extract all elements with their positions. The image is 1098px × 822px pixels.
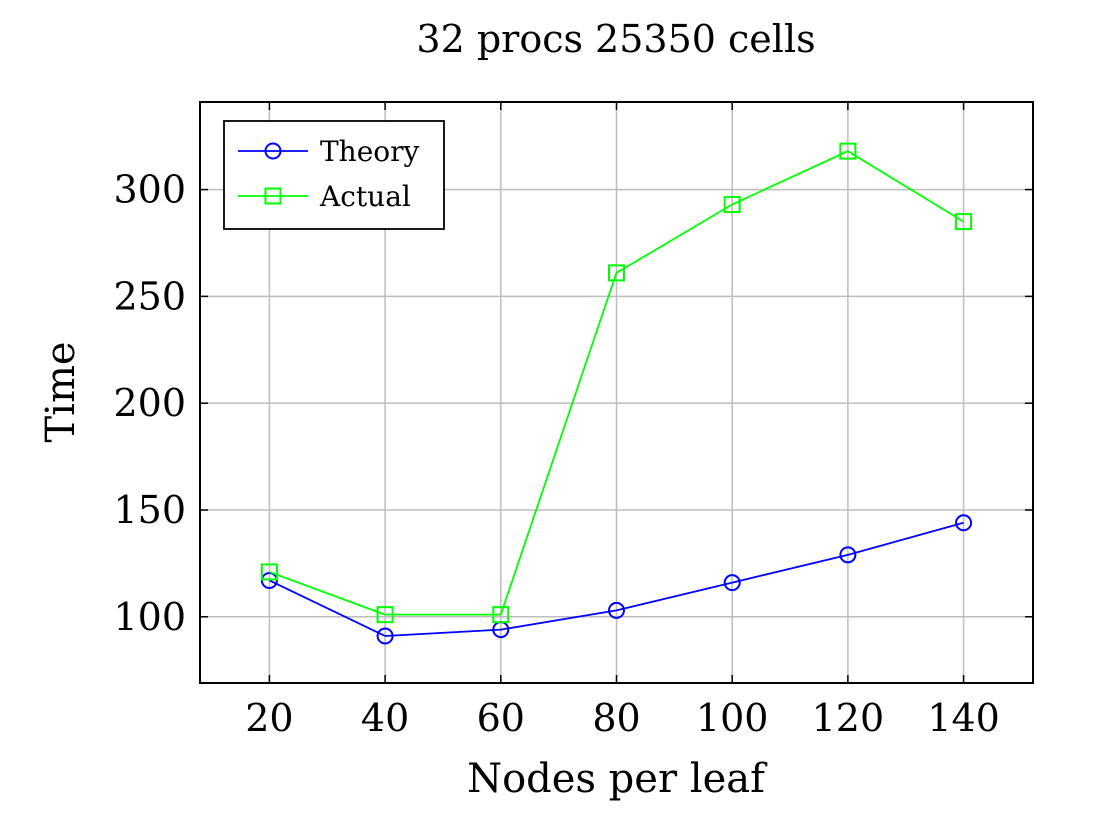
data-point-actual bbox=[723, 196, 741, 214]
series-line-actual bbox=[269, 150, 965, 616]
series-actual bbox=[260, 142, 973, 624]
data-point-theory bbox=[376, 627, 394, 645]
x-tick-label: 100 bbox=[696, 696, 769, 740]
data-point-theory bbox=[955, 514, 973, 532]
x-tick-label: 20 bbox=[245, 696, 293, 740]
legend-label: Actual bbox=[319, 180, 411, 213]
legend-item-actual: Actual bbox=[238, 180, 411, 213]
y-tick-label: 100 bbox=[113, 595, 186, 639]
data-point-actual bbox=[376, 606, 394, 624]
series-line-theory bbox=[269, 521, 964, 637]
data-point-actual bbox=[955, 213, 973, 231]
tick-layer: 20 40 60 80 100 120 140 100 150 200 250 300 bbox=[113, 102, 1033, 740]
data-point-theory bbox=[839, 546, 857, 564]
x-tick-label: 40 bbox=[361, 696, 409, 740]
legend-label: Theory bbox=[320, 135, 420, 168]
legend-box bbox=[223, 120, 445, 230]
legend: Theory Actual bbox=[223, 120, 445, 230]
legend-marker bbox=[264, 187, 282, 205]
x-tick-label: 60 bbox=[477, 696, 525, 740]
data-point-theory bbox=[492, 621, 510, 639]
data-point-actual bbox=[492, 606, 510, 624]
legend-item-theory: Theory bbox=[238, 135, 420, 168]
x-tick-label: 120 bbox=[812, 696, 885, 740]
y-axis-label: Time bbox=[38, 341, 84, 442]
data-point-theory bbox=[723, 574, 741, 592]
y-tick-label: 250 bbox=[113, 274, 186, 318]
y-tick-label: 300 bbox=[113, 168, 186, 212]
x-tick-label: 80 bbox=[592, 696, 640, 740]
legend-marker bbox=[264, 142, 282, 160]
chart-title: 32 procs 25350 cells bbox=[416, 17, 815, 61]
series-layer bbox=[260, 142, 973, 645]
data-point-actual bbox=[608, 264, 625, 282]
data-point-actual bbox=[260, 563, 278, 581]
data-point-actual bbox=[839, 142, 857, 160]
y-tick-label: 200 bbox=[113, 381, 186, 425]
x-axis-label: Nodes per leaf bbox=[467, 756, 768, 802]
data-point-theory bbox=[260, 571, 278, 589]
data-point-theory bbox=[608, 601, 625, 619]
x-tick-label: 140 bbox=[927, 696, 1000, 740]
y-tick-label: 150 bbox=[113, 488, 186, 532]
